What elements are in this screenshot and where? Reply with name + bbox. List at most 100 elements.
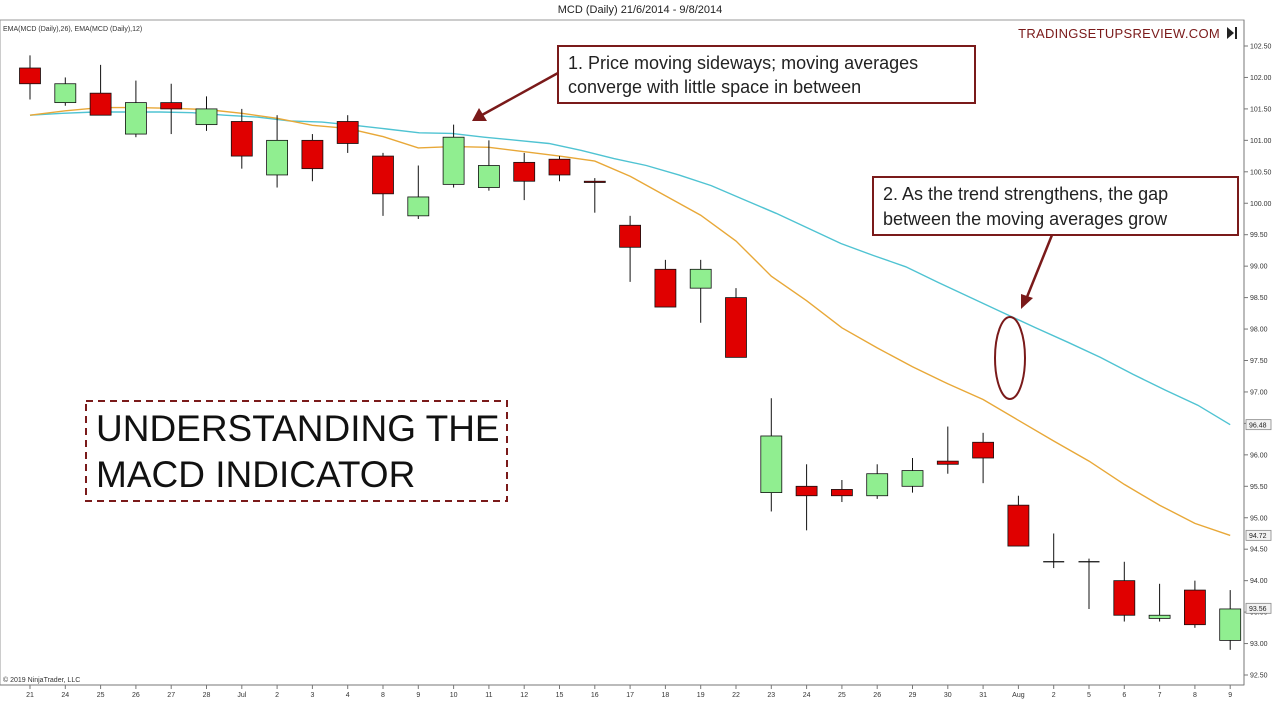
candle — [230, 108, 253, 169]
candle — [477, 140, 500, 191]
x-tick-label: 28 — [203, 692, 211, 699]
price-marker-box — [1245, 529, 1272, 541]
candle-body — [583, 180, 606, 183]
candle-body — [619, 224, 641, 248]
price-markers: 96.48 94.72 93.56 — [1245, 419, 1272, 614]
y-tick-label: 100.50 — [1250, 169, 1272, 176]
candle-body — [442, 136, 465, 185]
candle — [407, 165, 430, 219]
candle-body — [195, 108, 218, 126]
big-title-line-1: UNDERSTANDING THE — [96, 408, 500, 449]
candle — [689, 259, 712, 323]
candle-body — [266, 139, 289, 176]
chart-title: MCD (Daily) 21/6/2014 - 9/8/2014 — [558, 4, 722, 16]
candle-body — [336, 121, 359, 144]
scroll-to-end-icon[interactable] — [1227, 27, 1237, 39]
y-tick-label: 95.50 — [1250, 484, 1268, 491]
candle — [1219, 590, 1242, 650]
candles — [19, 55, 1242, 650]
x-tick-label: 12 — [520, 692, 528, 699]
x-tick-label: 30 — [944, 692, 952, 699]
x-tick-label: 24 — [61, 692, 69, 699]
candle-body — [760, 435, 783, 493]
candle-body — [160, 102, 183, 110]
candle — [195, 96, 218, 131]
x-tick-label: Jul — [237, 692, 246, 699]
candle-body — [1113, 580, 1136, 616]
candle — [372, 152, 394, 216]
x-tick-label: 23 — [767, 692, 775, 699]
y-tick-label: 100.00 — [1250, 201, 1272, 208]
x-tick-label: 26 — [132, 692, 140, 699]
annotation-2: 2. As the trend strengthens, the gap bet… — [872, 176, 1239, 400]
y-tick-label: 94.50 — [1250, 547, 1268, 554]
y-tick-label: 97.00 — [1250, 389, 1268, 396]
candle-body — [831, 489, 853, 497]
candle — [513, 152, 536, 201]
x-tick-label: 8 — [1193, 692, 1197, 699]
candle — [442, 124, 465, 188]
candle — [1007, 495, 1030, 547]
x-tick-label: 3 — [310, 692, 314, 699]
candle — [54, 77, 77, 106]
candle-body — [301, 139, 324, 170]
watermark-text: TRADINGSETUPSREVIEW.COM — [1018, 26, 1220, 41]
candle — [160, 83, 183, 135]
x-tick-label: Aug — [1012, 692, 1025, 699]
y-tick-label: 98.00 — [1250, 327, 1268, 334]
x-tick-label: 24 — [803, 692, 811, 699]
big-title: UNDERSTANDING THE MACD INDICATOR — [85, 400, 508, 502]
annotation-1-line-2: converge with little space in between — [568, 77, 861, 97]
annotation-1-line-1: 1. Price moving sideways; moving average… — [568, 53, 918, 73]
y-tick-label: 94.00 — [1250, 578, 1268, 585]
candle-body — [19, 67, 41, 85]
price-marker-label: 96.48 — [1249, 422, 1267, 429]
candle-body — [372, 155, 394, 195]
indicator-label: EMA(MCD (Daily),26), EMA(MCD (Daily),12) — [3, 26, 142, 33]
candle-body — [54, 83, 77, 104]
y-tick-label: 97.50 — [1250, 358, 1268, 365]
x-tick-label: 4 — [346, 692, 350, 699]
copyright-text: © 2019 NinjaTrader, LLC — [3, 676, 80, 684]
annotation-2-box — [872, 176, 1239, 236]
x-tick-label: 15 — [556, 692, 564, 699]
candle-body — [725, 297, 747, 358]
x-tick-label: 17 — [626, 692, 634, 699]
price-marker-box — [1245, 419, 1272, 431]
annotation-1-box — [557, 45, 976, 104]
candle — [1184, 580, 1206, 628]
candle-body — [407, 196, 430, 217]
candle-body — [513, 161, 536, 182]
candle-body — [972, 441, 994, 459]
candle — [901, 457, 924, 493]
candle — [266, 115, 289, 188]
candle-body — [230, 121, 253, 157]
candle — [725, 288, 747, 358]
x-tick-label: 27 — [167, 692, 175, 699]
candle — [972, 432, 994, 484]
y-tick-label: 99.50 — [1250, 232, 1268, 239]
y-tick-label: 96.00 — [1250, 452, 1268, 459]
y-tick-label: 95.00 — [1250, 515, 1268, 522]
x-tick-label: 9 — [416, 692, 420, 699]
candle — [831, 480, 853, 503]
x-tick-label: 22 — [732, 692, 740, 699]
x-tick-label: 6 — [1122, 692, 1126, 699]
candle — [89, 64, 112, 116]
big-title-box — [85, 400, 508, 502]
plot-area — [0, 19, 1245, 686]
x-tick-label: 16 — [591, 692, 599, 699]
annotation-2-arrow — [1025, 234, 1054, 298]
x-tick-label: 31 — [979, 692, 987, 699]
x-tick-label: 29 — [909, 692, 917, 699]
y-tick-label: 99.00 — [1250, 264, 1268, 271]
candle — [795, 464, 818, 531]
candle-body — [89, 92, 112, 116]
x-tick-label: 8 — [381, 692, 385, 699]
candle-body — [901, 470, 924, 487]
price-marker-label: 93.56 — [1249, 606, 1267, 613]
annotation-1: 1. Price moving sideways; moving average… — [472, 45, 976, 121]
annotation-2-arrowhead — [1021, 294, 1033, 309]
price-marker-box — [1245, 602, 1272, 614]
candle — [760, 398, 783, 512]
